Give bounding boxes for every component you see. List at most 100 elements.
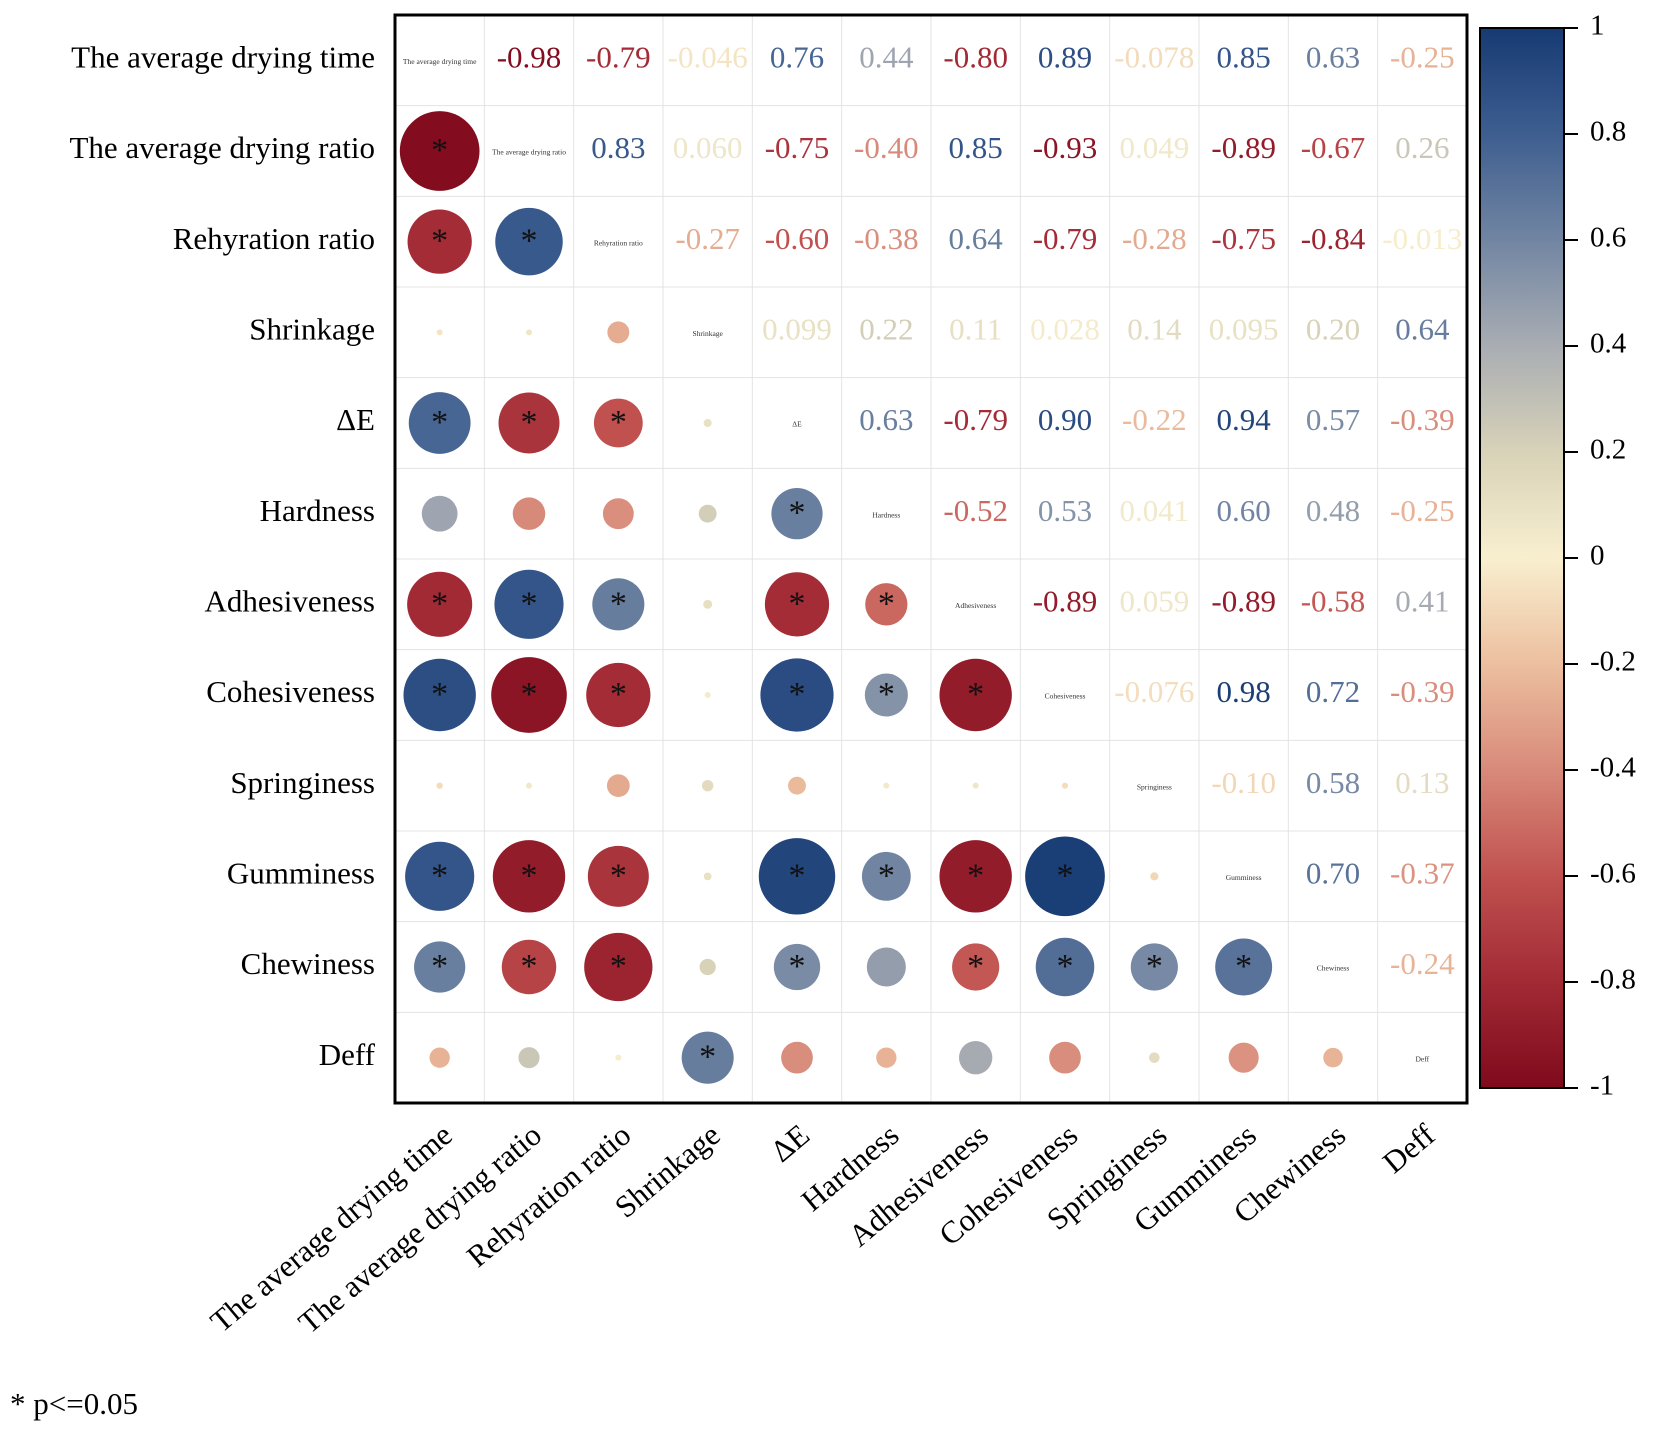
significance-star: *: [521, 857, 538, 894]
correlation-circle: [861, 851, 911, 901]
correlation-value: 0.85: [949, 130, 1003, 165]
correlation-value: 0.060: [673, 130, 743, 165]
correlation-value: -0.25: [1390, 39, 1455, 74]
correlation-value: 0.64: [949, 221, 1004, 256]
correlation-value: 0.26: [1395, 130, 1449, 165]
correlation-circle: [1323, 1047, 1343, 1068]
correlation-value: -0.84: [1301, 221, 1366, 256]
correlation-value: -0.79: [586, 39, 651, 74]
correlation-value: 0.60: [1217, 493, 1271, 528]
correlation-circle: [526, 329, 532, 336]
colorbar-tick-label: 0: [1590, 540, 1605, 572]
correlation-circle: [699, 958, 716, 976]
significance-star: *: [699, 1039, 716, 1076]
correlation-value: -0.98: [497, 39, 562, 74]
significance-star: *: [789, 495, 806, 532]
row-label-adhesiveness: Adhesiveness: [205, 583, 375, 618]
correlation-circle: [876, 1047, 897, 1068]
significance-star: *: [1235, 948, 1252, 985]
correlation-value: -0.10: [1211, 765, 1276, 800]
correlation-circle: [958, 1040, 993, 1075]
colorbar: [1479, 27, 1565, 1089]
correlation-circle: [972, 782, 979, 789]
correlation-value: 0.85: [1217, 39, 1271, 74]
significance-star: *: [431, 948, 448, 985]
correlation-value: 0.049: [1119, 130, 1189, 165]
correlation-value: 0.89: [1038, 39, 1092, 74]
diagonal-label-deff: Deff: [1416, 1054, 1430, 1063]
significance-star: *: [431, 585, 448, 622]
correlation-value: 0.095: [1209, 311, 1279, 346]
diagonal-label-the-average-drying-ratio: The average drying ratio: [492, 148, 566, 157]
correlation-circle: [698, 504, 717, 523]
correlation-value: 0.63: [859, 402, 913, 437]
diagonal-label-shrinkage: Shrinkage: [692, 329, 723, 338]
significance-star: *: [431, 676, 448, 713]
row-label-the-average-drying-ratio: The average drying ratio: [69, 130, 375, 165]
correlation-circle: [701, 779, 714, 792]
correlation-value: -0.89: [1033, 583, 1098, 618]
significance-star: *: [431, 223, 448, 260]
correlation-value: -0.80: [943, 39, 1008, 74]
correlation-value: 0.099: [762, 311, 832, 346]
significance-star: *: [789, 857, 806, 894]
correlation-circle: [403, 658, 476, 732]
correlation-circle: [939, 840, 1012, 913]
diagonal-label-rehyration-ratio: Rehyration ratio: [594, 238, 643, 247]
correlation-circle: [407, 209, 472, 274]
correlation-circle: [405, 841, 475, 911]
correlation-value: 0.13: [1395, 765, 1449, 800]
correlation-value: -0.75: [1211, 221, 1276, 256]
correlation-value: 0.22: [859, 311, 913, 346]
significance-star: *: [878, 676, 895, 713]
significance-star: *: [1146, 948, 1163, 985]
column-label-deff: Deff: [1376, 1117, 1442, 1180]
correlation-value: 0.83: [591, 130, 645, 165]
correlation-circle: [407, 571, 473, 637]
correlation-circle: [883, 782, 890, 789]
correlation-value: -0.28: [1122, 221, 1187, 256]
correlation-circle: [865, 583, 908, 626]
correlation-value: 0.58: [1306, 765, 1360, 800]
correlation-circle: [1149, 1052, 1160, 1063]
correlation-circle: [429, 1047, 450, 1068]
row-label-cohesiveness: Cohesiveness: [206, 674, 375, 709]
correlation-circle: [584, 932, 653, 1002]
diagonal-label-chewiness: Chewiness: [1317, 964, 1350, 973]
correlation-value: -0.79: [1033, 221, 1098, 256]
significance-star: *: [789, 676, 806, 713]
correlation-circle: [436, 782, 443, 789]
correlation-circle: [512, 497, 546, 530]
row-label-hardness: Hardness: [260, 493, 375, 528]
correlation-value: -0.076: [1114, 674, 1194, 709]
correlation-circle: [1228, 1042, 1259, 1073]
correlation-value: -0.52: [943, 493, 1008, 528]
correlation-circle: [939, 658, 1012, 732]
correlation-circle: [681, 1031, 734, 1084]
correlation-value: -0.013: [1382, 221, 1462, 256]
correlation-circle: [495, 207, 563, 276]
row-label-chewiness: Chewiness: [241, 946, 375, 981]
correlation-value: 0.059: [1119, 583, 1189, 618]
significance-star: *: [967, 676, 984, 713]
correlation-circle: [1049, 1041, 1081, 1074]
correlation-circle: [773, 943, 821, 991]
colorbar-tick-label: -1: [1590, 1070, 1614, 1102]
correlation-circle: [703, 872, 712, 881]
diagonal-label-cohesiveness: Cohesiveness: [1045, 692, 1086, 701]
correlation-circle: [399, 111, 480, 191]
correlation-circle: [494, 569, 564, 639]
row-label-deff: Deff: [319, 1037, 376, 1072]
significance-star: *: [610, 948, 627, 985]
row-label-e: ΔE: [336, 402, 375, 437]
correlation-value: 0.44: [859, 39, 914, 74]
correlation-value: 0.53: [1038, 493, 1092, 528]
correlation-value: -0.79: [943, 402, 1008, 437]
correlation-value: 0.041: [1119, 493, 1189, 528]
correlation-circle: [498, 392, 560, 454]
significance-star: *: [1057, 948, 1074, 985]
significance-star: *: [431, 132, 448, 169]
correlation-value: 0.11: [949, 311, 1002, 346]
significance-star: *: [521, 404, 538, 441]
row-label-shrinkage: Shrinkage: [249, 311, 375, 346]
